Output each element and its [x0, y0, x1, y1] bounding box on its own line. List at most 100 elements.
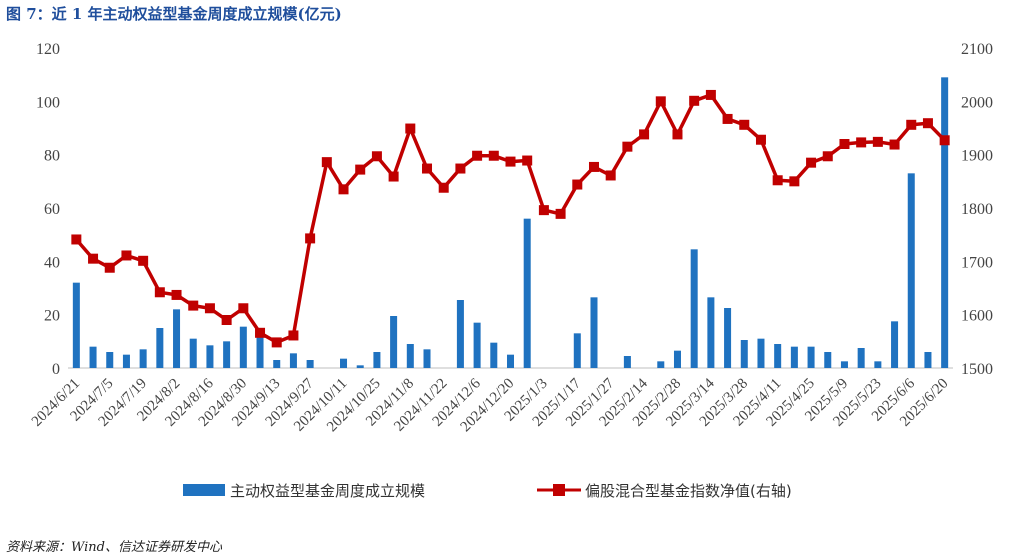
line-marker [288, 330, 299, 341]
bar [340, 358, 348, 368]
bar [223, 341, 231, 368]
bar [390, 316, 398, 368]
line-marker [255, 327, 266, 338]
left-axis-tick-label: 100 [36, 94, 60, 111]
line-marker [689, 95, 700, 106]
line-marker [338, 184, 349, 195]
bar [173, 309, 181, 368]
bar [724, 308, 732, 368]
bar [139, 349, 147, 368]
right-axis-tick-label: 1800 [961, 201, 993, 218]
line-marker [906, 119, 917, 130]
line-marker [772, 175, 783, 186]
line-marker [806, 157, 817, 168]
bar [757, 338, 765, 368]
line-marker [655, 96, 666, 107]
line-marker [522, 155, 533, 166]
line-marker [71, 234, 82, 245]
right-axis-tick-label: 1900 [961, 148, 993, 165]
line-marker [204, 303, 215, 314]
bar [473, 322, 481, 368]
line-marker [355, 164, 366, 175]
bar [690, 249, 698, 368]
line-marker [438, 182, 449, 193]
line-marker [672, 129, 683, 140]
line-marker [839, 139, 850, 149]
line-marker [371, 151, 382, 162]
bar [790, 346, 798, 368]
left-axis-tick-label: 20 [44, 308, 60, 325]
left-axis-tick-label: 60 [44, 201, 60, 218]
line-marker [572, 179, 583, 190]
bar [523, 218, 531, 368]
left-axis-tick-label: 120 [36, 41, 60, 58]
line-marker [104, 262, 115, 273]
bar [106, 352, 114, 368]
line-marker [538, 205, 549, 216]
line-marker [889, 139, 900, 150]
right-axis-tick-label: 1700 [961, 254, 993, 271]
bar [289, 353, 297, 368]
line-marker [605, 170, 616, 181]
bar [707, 297, 715, 368]
line-marker [88, 253, 99, 264]
bar [256, 337, 264, 368]
bar [807, 346, 815, 368]
bar [356, 365, 364, 368]
line-marker [188, 300, 199, 311]
right-axis-tick-label: 2000 [961, 94, 993, 111]
bar [623, 356, 631, 368]
bar [423, 349, 431, 368]
x-axis-ticks: 2024/6/212024/7/52024/7/192024/8/22024/8… [29, 375, 952, 435]
right-axis-tick-label: 1600 [961, 308, 993, 325]
line-marker [856, 137, 867, 148]
bar [156, 328, 164, 368]
line-marker [305, 233, 316, 244]
line-marker [722, 113, 733, 124]
line-marker [238, 303, 249, 314]
line-marker [221, 315, 232, 325]
bar [306, 360, 314, 368]
bar [373, 352, 381, 368]
right-axis-ticks: 1500 1600 1700 1800 1900 2000 2100 [961, 41, 993, 378]
line-marker [939, 135, 950, 146]
bar [840, 361, 848, 368]
line-marker [121, 250, 132, 261]
bar-series [72, 77, 949, 368]
line-marker [922, 118, 933, 129]
bar [239, 326, 247, 368]
legend-bar-swatch [183, 484, 225, 496]
line-marker [622, 141, 633, 152]
bar [857, 348, 865, 368]
bar [673, 350, 681, 368]
line-marker [588, 161, 599, 172]
line-marker [455, 163, 466, 174]
line-marker [171, 289, 182, 300]
bar [590, 297, 598, 368]
right-axis-tick-label: 2100 [961, 41, 993, 58]
line-marker [505, 156, 516, 167]
bar [924, 352, 932, 368]
bar [490, 342, 498, 368]
source-note: 资料来源：Wind、信达证券研发中心 [6, 540, 222, 555]
line-marker [872, 136, 883, 147]
line-marker [555, 208, 566, 219]
legend-line-label: 偏股混合型基金指数净值(右轴) [585, 482, 792, 500]
bar [573, 333, 581, 368]
bar [824, 352, 832, 368]
bar [122, 354, 130, 368]
line-marker [472, 150, 483, 161]
bar [406, 344, 414, 368]
legend-line-marker [553, 484, 565, 496]
bar [273, 360, 281, 368]
bar [874, 361, 882, 368]
left-axis-tick-label: 80 [44, 148, 60, 165]
left-axis-tick-label: 0 [52, 361, 60, 378]
line-marker [705, 89, 716, 100]
right-axis-tick-label: 1500 [961, 361, 993, 378]
line-marker [789, 176, 800, 187]
line-marker [488, 150, 499, 161]
legend-bar-label: 主动权益型基金周度成立规模 [230, 482, 425, 500]
line-marker [388, 171, 399, 182]
